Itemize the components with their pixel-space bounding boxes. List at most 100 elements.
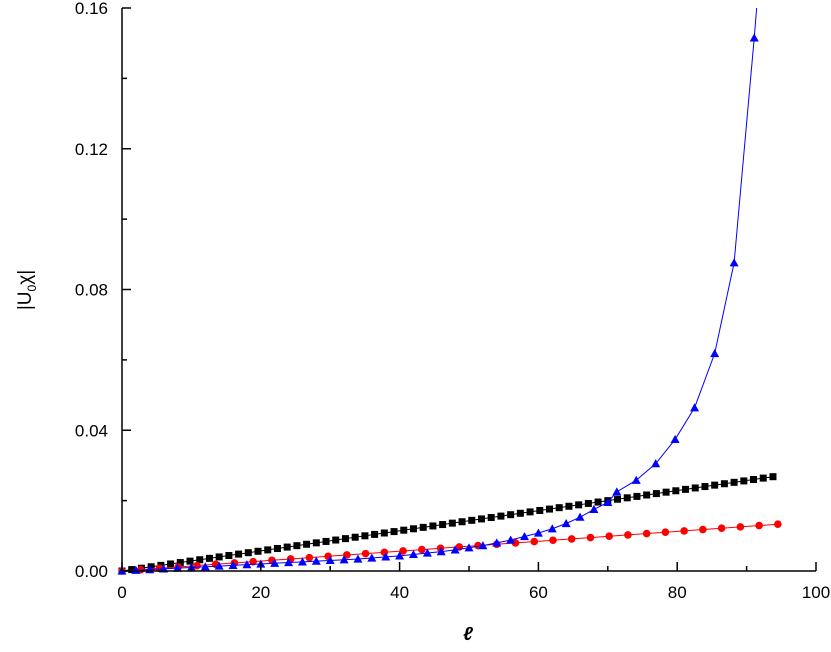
data-point-circle <box>586 533 595 542</box>
data-point-triangle <box>200 562 210 571</box>
data-point-triangle <box>297 557 307 566</box>
data-point-square <box>759 474 767 482</box>
data-point-triangle <box>533 528 543 537</box>
data-point-triangle <box>612 487 622 496</box>
y-axis-title-subscript: 0 <box>25 284 39 291</box>
data-point-square <box>322 537 330 545</box>
ticks-layer: 0 20 40 60 80 100 0.00 0.04 0.08 0.12 0.16 <box>75 0 830 602</box>
data-point-square <box>225 552 233 560</box>
data-point-circle <box>605 532 613 541</box>
data-point-triangle <box>651 459 661 468</box>
data-point-square <box>497 512 505 520</box>
data-point-square <box>623 494 631 502</box>
data-point-triangle <box>631 475 641 484</box>
data-point-circle <box>361 549 370 558</box>
svg-text:|U0χ|: |U0χ| <box>15 270 39 310</box>
data-point-square <box>215 553 223 561</box>
data-point-square <box>487 514 495 522</box>
data-point-square <box>439 521 447 529</box>
data-point-triangle <box>436 547 446 556</box>
y-axis-title: |U0χ| <box>15 270 39 310</box>
data-point-triangle <box>492 538 502 547</box>
data-point-triangle <box>284 558 294 567</box>
data-point-square <box>186 557 194 565</box>
data-point-square <box>458 518 466 526</box>
data-point-triangle <box>520 532 530 541</box>
data-point-circle <box>736 523 745 531</box>
data-point-triangle <box>575 512 585 521</box>
data-point-square <box>546 505 554 513</box>
data-point-square <box>341 535 349 543</box>
data-point-square <box>662 488 670 496</box>
data-point-square <box>205 554 213 562</box>
data-point-circle <box>661 528 670 537</box>
data-point-square <box>555 504 563 512</box>
data-point-circle <box>774 520 782 529</box>
data-point-circle <box>624 531 632 539</box>
x-tick-label: 80 <box>668 583 687 602</box>
data-point-square <box>244 549 252 557</box>
data-point-triangle <box>729 258 739 267</box>
data-point-triangle <box>270 558 280 567</box>
data-point-square <box>273 544 281 552</box>
data-point-square <box>167 560 175 568</box>
series-square <box>118 473 777 575</box>
data-point-square <box>477 515 485 523</box>
data-point-square <box>419 523 427 531</box>
data-point-square <box>390 528 398 536</box>
data-point-triangle <box>422 548 432 557</box>
data-point-triangle <box>325 555 335 565</box>
x-tick-label: 60 <box>529 583 548 602</box>
y-tick-label: 0.12 <box>75 140 108 159</box>
data-point-square <box>701 483 709 491</box>
data-point-triangle <box>506 535 516 544</box>
data-point-square <box>303 540 311 548</box>
data-point-square <box>672 487 680 495</box>
y-tick-label: 0.04 <box>75 421 108 440</box>
data-point-triangle <box>367 553 377 562</box>
data-point-triangle <box>339 555 349 564</box>
data-point-square <box>400 526 408 534</box>
data-point-square <box>750 476 758 484</box>
data-point-square <box>536 506 544 514</box>
data-point-circle <box>680 527 688 535</box>
data-point-circle <box>755 521 763 530</box>
data-point-square <box>614 495 622 503</box>
data-point-square <box>429 522 437 530</box>
data-point-triangle <box>353 554 363 563</box>
data-point-triangle <box>710 349 720 358</box>
data-point-square <box>448 519 456 527</box>
data-point-circle <box>549 536 557 545</box>
data-point-triangle <box>450 545 460 554</box>
data-point-circle <box>642 529 651 538</box>
x-tick-label: 0 <box>117 583 126 602</box>
data-point-circle <box>699 525 707 534</box>
data-point-square <box>730 478 738 486</box>
data-point-square <box>643 491 651 499</box>
data-point-square <box>128 566 136 574</box>
data-point-circle <box>399 547 407 555</box>
data-point-triangle <box>464 543 474 552</box>
data-point-square <box>254 547 262 555</box>
data-point-square <box>740 477 748 485</box>
data-point-square <box>711 481 719 489</box>
data-point-triangle <box>311 556 321 565</box>
data-point-square <box>720 480 728 488</box>
data-point-square <box>196 556 204 564</box>
data-point-square <box>264 546 272 554</box>
x-tick-label: 20 <box>251 583 270 602</box>
series-triangle <box>117 7 759 575</box>
series-layer <box>117 7 782 575</box>
data-point-square <box>769 473 777 481</box>
data-point-triangle <box>561 518 571 528</box>
data-point-square <box>293 542 301 550</box>
data-point-triangle <box>395 551 405 560</box>
data-point-square <box>526 508 534 516</box>
data-point-circle <box>567 535 576 543</box>
data-point-triangle <box>408 549 418 559</box>
data-point-square <box>594 498 602 506</box>
y-tick-label: 0.08 <box>75 281 108 300</box>
data-point-circle <box>530 537 539 546</box>
